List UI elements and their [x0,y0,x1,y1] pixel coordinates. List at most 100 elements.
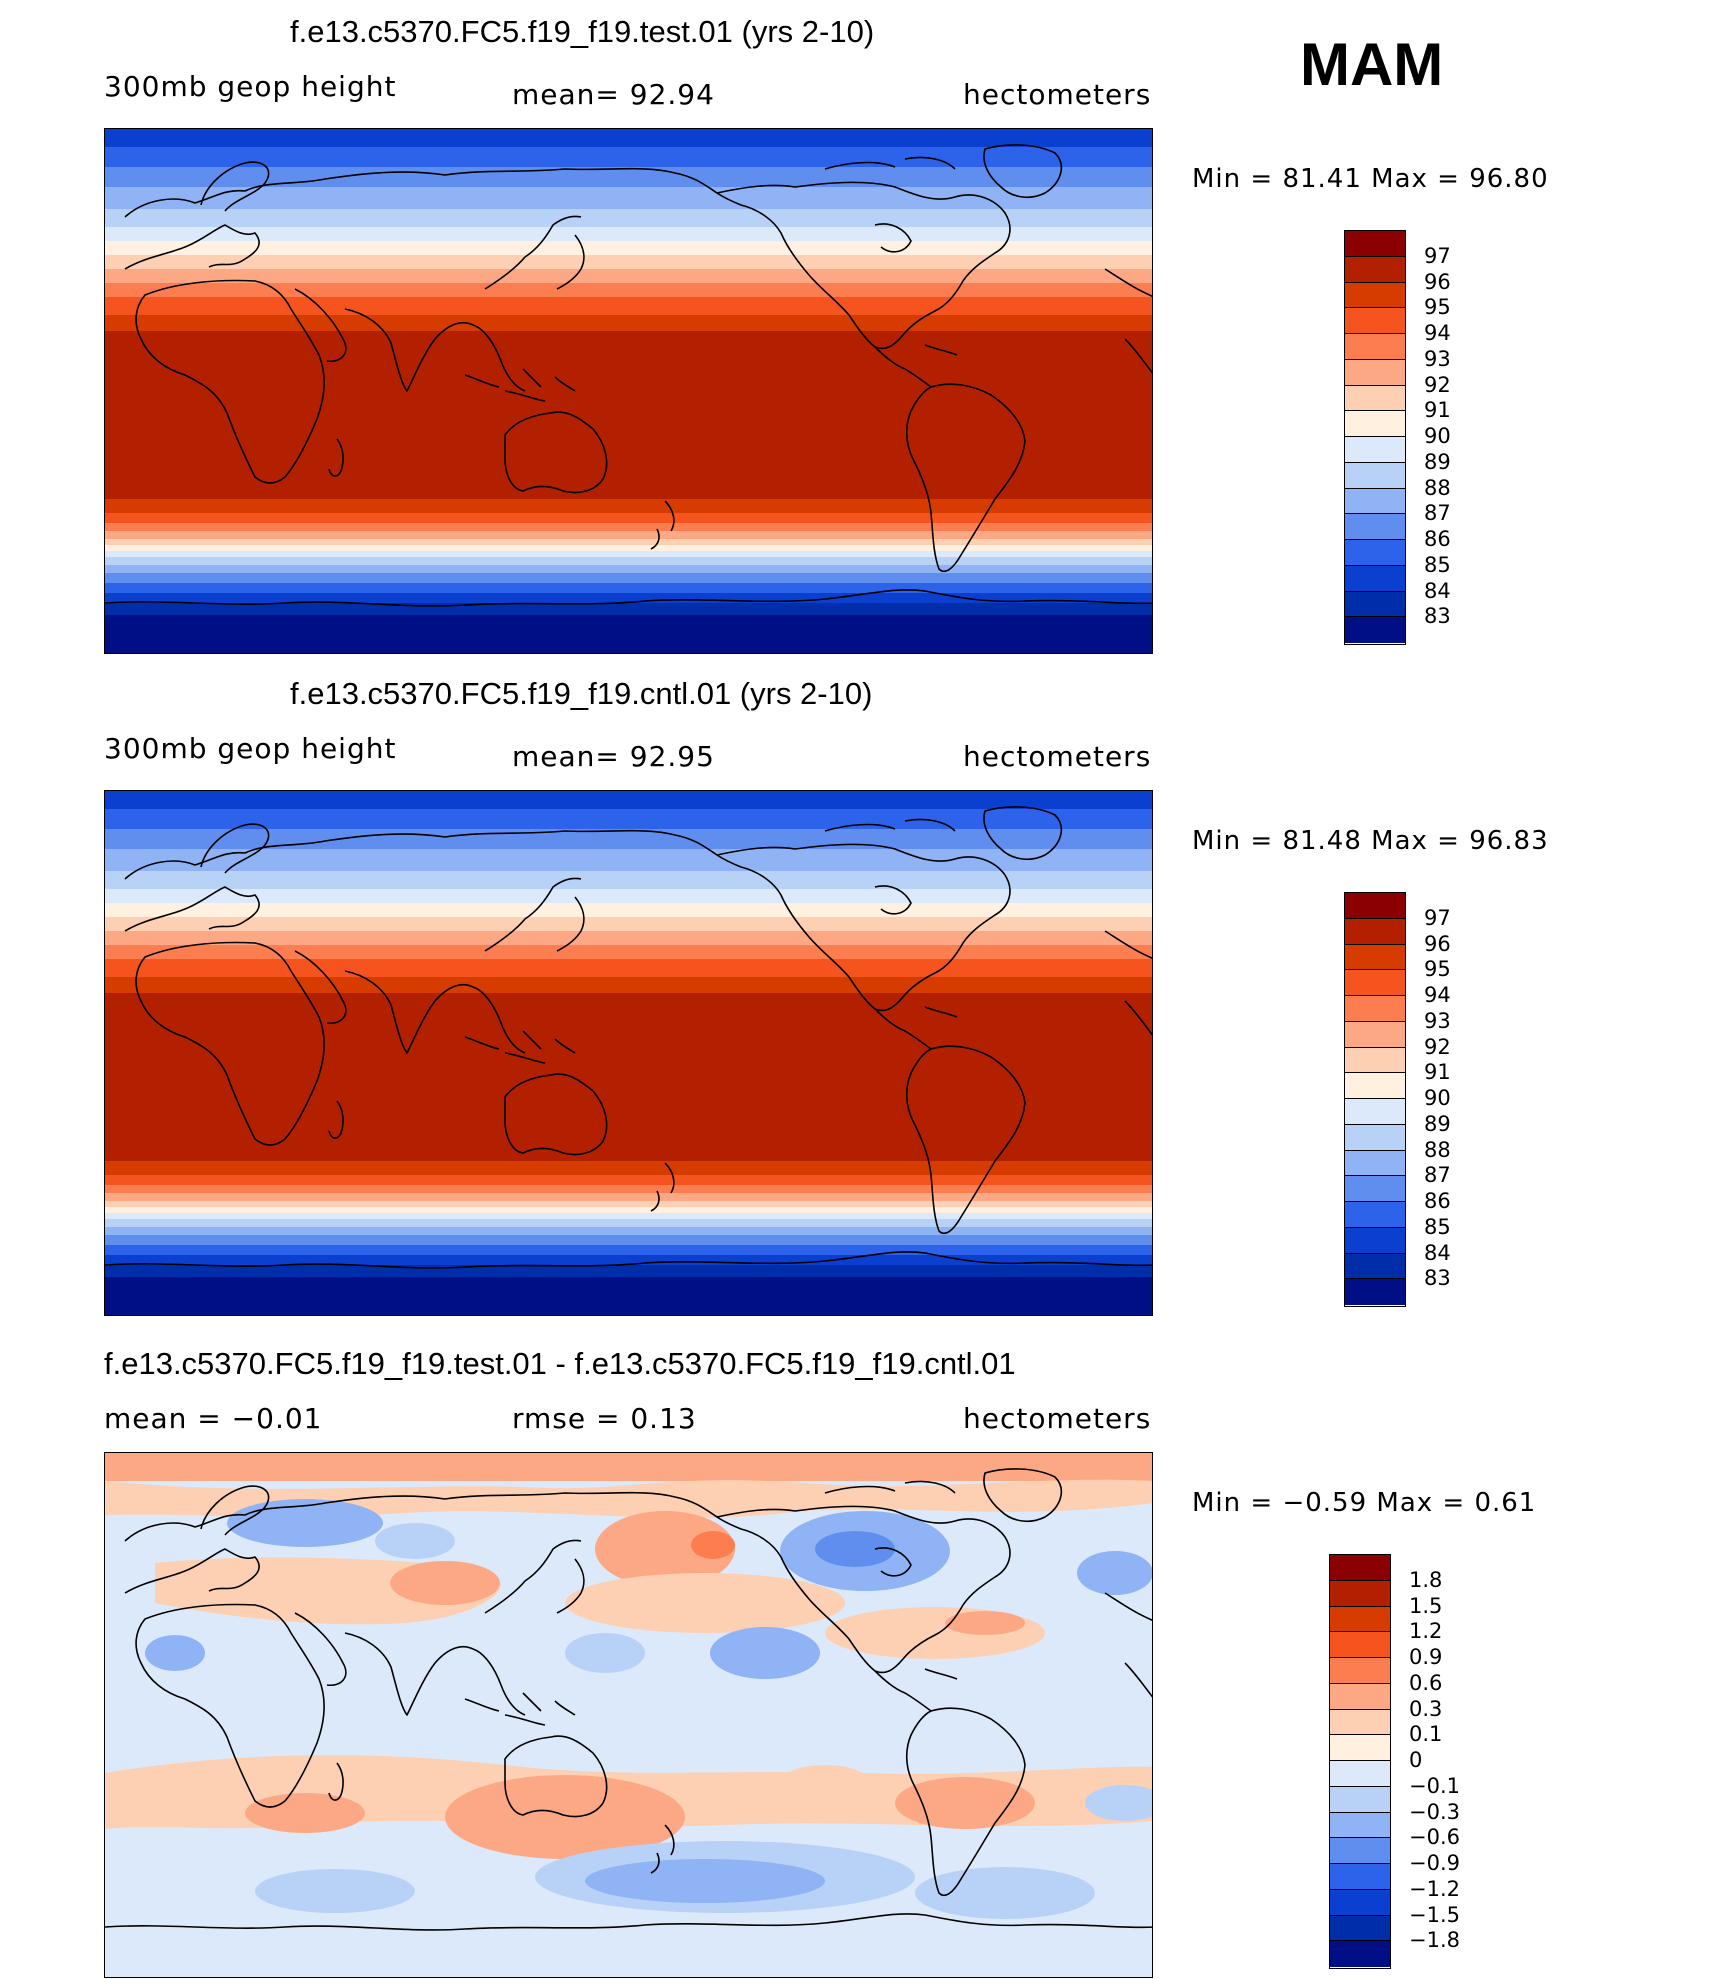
colorbar-swatch [1345,411,1405,437]
colorbar-label: 0 [1409,1748,1423,1772]
panel1-minmax: Min = 81.41 Max = 96.80 [1192,164,1549,194]
colorbar-label: 96 [1424,269,1451,294]
colorbar-swatch [1330,1735,1390,1761]
panel2-map-svg [105,791,1152,1315]
colorbar-label: 96 [1424,931,1451,956]
colorbar-label: 87 [1424,501,1451,526]
colorbar-label: 87 [1424,1163,1451,1188]
colorbar-swatch [1345,488,1405,515]
colorbar-swatch [1345,970,1405,996]
colorbar-label: 88 [1424,475,1451,500]
colorbar-swatch [1330,1786,1390,1813]
panel1-mean: mean= 92.94 [512,78,715,111]
colorbar-label: 89 [1424,1111,1451,1136]
colorbar-label: 0.1 [1409,1722,1443,1747]
colorbar-swatch [1345,462,1405,489]
panel1-map [104,128,1153,654]
colorbar-label: 94 [1424,983,1451,1007]
panel3-minmax: Min = −0.59 Max = 0.61 [1192,1488,1537,1518]
colorbar-swatch [1345,231,1405,257]
colorbar-swatch [1345,282,1405,309]
panel1-field-label: 300mb geop height [104,70,397,103]
colorbar-swatch [1330,1555,1390,1581]
colorbar-label: 97 [1424,905,1451,930]
panel2-map [104,790,1153,1316]
colorbar-label: 92 [1424,1034,1451,1059]
colorbar-label: 90 [1424,1086,1451,1110]
colorbar-label: −0.6 [1409,1825,1460,1850]
colorbar-label: 97 [1424,243,1451,268]
panel2-minmax: Min = 81.48 Max = 96.83 [1192,826,1549,856]
colorbar-label: 1.5 [1409,1593,1443,1618]
colorbar-swatch [1330,1658,1390,1684]
colorbar-swatch [1330,1580,1390,1607]
colorbar-swatch [1345,565,1405,592]
colorbar-label: 85 [1424,552,1451,577]
panel3-rmse: rmse = 0.13 [512,1402,697,1435]
colorbar-swatch [1345,617,1405,643]
colorbar-swatch [1345,1099,1405,1125]
colorbar-swatch [1330,1915,1390,1942]
colorbar-label: 85 [1424,1214,1451,1239]
panel1-units: hectometers [963,78,1152,111]
colorbar-swatch [1330,1864,1390,1890]
colorbar-label: 94 [1424,321,1451,345]
colorbar-swatch [1330,1889,1390,1916]
colorbar-swatch [1345,1124,1405,1151]
colorbar-label: 86 [1424,527,1451,551]
colorbar-swatch [1330,1606,1390,1633]
colorbar-swatch [1330,1812,1390,1839]
colorbar-label: 93 [1424,1008,1451,1033]
colorbar-swatch [1330,1632,1390,1658]
panel2-field-label: 300mb geop height [104,732,397,765]
colorbar-swatch [1345,893,1405,919]
panel3-map-svg [105,1453,1152,1977]
colorbar-swatch [1345,437,1405,463]
colorbar-label: 91 [1424,1060,1451,1085]
colorbar-label: 90 [1424,424,1451,448]
colorbar-swatch [1330,1941,1390,1967]
colorbar-label: 83 [1424,604,1451,629]
colorbar-label: 88 [1424,1137,1451,1162]
colorbar-swatch [1330,1683,1390,1710]
colorbar-label: 93 [1424,346,1451,371]
colorbar-label: 89 [1424,449,1451,474]
panel3-colorbar [1329,1554,1391,1969]
colorbar-swatch [1345,918,1405,945]
colorbar-swatch [1345,359,1405,386]
panel2-contour-bands [105,791,1152,1315]
colorbar-swatch [1345,1021,1405,1048]
colorbar-label: 0.9 [1409,1645,1443,1669]
colorbar-label: 95 [1424,295,1451,320]
colorbar-label: 1.2 [1409,1619,1443,1644]
colorbar-swatch [1345,1253,1405,1280]
colorbar-swatch [1345,996,1405,1022]
colorbar-swatch [1345,334,1405,360]
colorbar-swatch [1345,944,1405,971]
panel3-units: hectometers [963,1402,1152,1435]
colorbar-swatch [1345,308,1405,334]
colorbar-swatch [1345,1176,1405,1202]
colorbar-swatch [1345,1202,1405,1228]
panel3-title: f.e13.c5370.FC5.f19_f19.test.01 - f.e13.… [104,1346,1016,1381]
colorbar-swatch [1345,1279,1405,1305]
colorbar-swatch [1345,1047,1405,1074]
colorbar-swatch [1345,514,1405,540]
colorbar-label: 84 [1424,578,1451,603]
colorbar-label: −0.9 [1409,1851,1460,1875]
colorbar-swatch [1345,1150,1405,1177]
colorbar-swatch [1330,1838,1390,1864]
colorbar-label: 83 [1424,1266,1451,1291]
colorbar-swatch [1330,1761,1390,1787]
panel1-contour-bands [105,129,1152,653]
panel3-mean: mean = −0.01 [104,1402,323,1435]
colorbar-swatch [1345,385,1405,412]
panel3-map [104,1452,1153,1978]
colorbar-swatch [1330,1709,1390,1736]
colorbar-label: 84 [1424,1240,1451,1265]
colorbar-swatch [1345,540,1405,566]
colorbar-swatch [1345,1227,1405,1254]
panel2-units: hectometers [963,740,1152,773]
colorbar-label: 95 [1424,957,1451,982]
colorbar-label: 0.3 [1409,1696,1443,1721]
